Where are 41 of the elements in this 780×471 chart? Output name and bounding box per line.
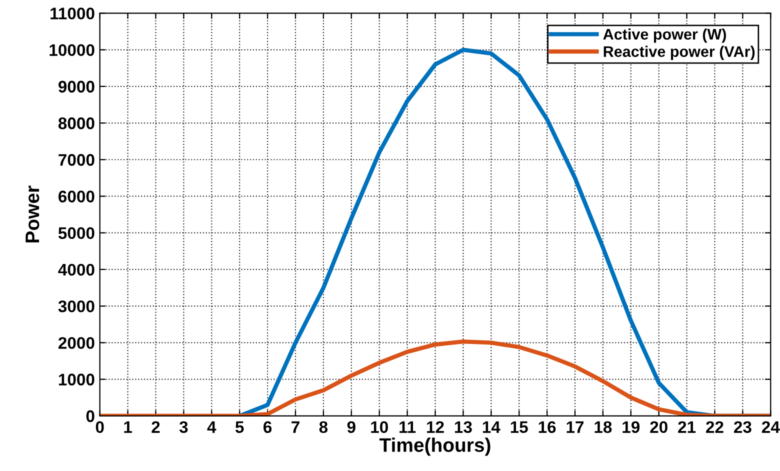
y-tick-label: 2000 — [58, 337, 94, 349]
x-tick-label: 13 — [454, 421, 472, 434]
y-tick-label: 9000 — [58, 80, 94, 93]
y-tick-label: 10000 — [50, 44, 94, 56]
legend-label: Reactive power (VAr) — [604, 46, 755, 60]
y-tick-label: 8000 — [58, 117, 94, 130]
x-tick-label: 21 — [678, 421, 696, 433]
x-tick-label: 8 — [319, 421, 328, 433]
x-tick-label: 4 — [207, 421, 216, 433]
x-tick-label: 14 — [482, 421, 500, 433]
y-tick-label: 6000 — [58, 190, 94, 202]
x-axis-title: Time(hours) — [379, 438, 490, 456]
x-tick-label: 16 — [538, 421, 556, 433]
x-tick-label: 2 — [152, 421, 160, 433]
x-tick-label: 23 — [734, 421, 752, 434]
y-tick-label: 3000 — [58, 300, 94, 312]
x-tick-label: 22 — [706, 421, 724, 433]
x-tick-label: 6 — [264, 421, 272, 433]
x-tick-label: 10 — [371, 421, 388, 433]
x-tick-label: 0 — [96, 421, 104, 433]
x-tick-label: 19 — [622, 421, 640, 433]
x-tick-label: 12 — [427, 421, 444, 433]
x-tick-label: 3 — [179, 421, 188, 434]
x-tick-label: 15 — [510, 421, 528, 433]
x-tick-label: 24 — [762, 421, 780, 433]
x-tick-label: 20 — [650, 421, 668, 433]
y-tick-label: 1000 — [58, 374, 94, 386]
y-tick-label: 11000 — [50, 8, 94, 20]
y-tick-label: 5000 — [58, 227, 94, 240]
x-tick-label: 7 — [292, 421, 300, 433]
y-axis-title: Power — [26, 186, 40, 242]
x-tick-label: 5 — [235, 421, 244, 433]
y-tick-label: 4000 — [58, 264, 94, 276]
x-tick-label: 1 — [124, 421, 132, 433]
x-tick-label: 11 — [400, 421, 416, 433]
y-tick-label: 7000 — [58, 154, 94, 166]
x-tick-label: 18 — [594, 421, 612, 433]
x-tick-label: 9 — [347, 421, 356, 433]
legend-label: Active power (W) — [603, 28, 726, 43]
x-tick-label: 17 — [566, 421, 584, 433]
y-tick-label: 0 — [86, 410, 94, 422]
